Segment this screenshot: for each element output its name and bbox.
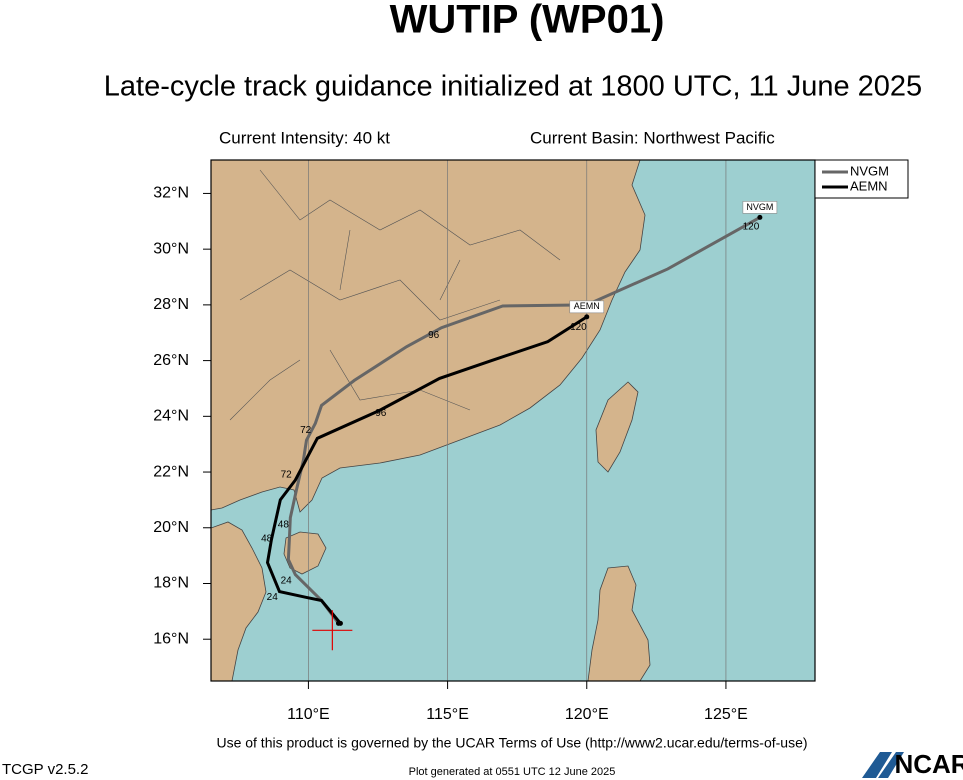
x-tick-label: 120°E: [565, 706, 609, 723]
current-position: [312, 610, 353, 651]
hour-label: 48: [261, 534, 273, 545]
hour-label: 120: [570, 322, 587, 333]
land-hainan: [283, 531, 327, 575]
model-tag: NVGM: [746, 202, 773, 212]
track-end: [584, 314, 590, 320]
track-end: [757, 214, 763, 220]
y-tick-label: 24°N: [153, 408, 189, 425]
legend-label: NVGM: [850, 163, 889, 178]
y-tick-label: 28°N: [153, 296, 189, 313]
track-line: [265, 315, 588, 625]
y-tick-label: 30°N: [153, 240, 189, 257]
hour-label: 24: [281, 575, 293, 586]
model-tag-box: [742, 201, 778, 214]
logo-mark: [862, 752, 904, 778]
version: TCGP v2.5.2: [2, 761, 88, 778]
legend: [814, 159, 909, 199]
y-tick-label: 26°N: [153, 352, 189, 369]
model-tag-box: [569, 300, 605, 314]
borders: [229, 169, 561, 421]
title: WUTIP (WP01): [390, 0, 665, 42]
land-taiwan: [595, 381, 639, 473]
x-tick-label: 110°E: [287, 706, 330, 723]
track-start: [337, 620, 343, 626]
plot-frame: [210, 159, 816, 682]
hour-label: 72: [300, 425, 312, 436]
generated: Plot generated at 0551 UTC 12 June 2025: [409, 766, 616, 778]
legend-label: AEMN: [850, 178, 888, 193]
terms: Use of this product is governed by the U…: [216, 735, 807, 751]
hour-label: 48: [278, 520, 290, 531]
subtitle: Late-cycle track guidance initialized at…: [104, 71, 922, 103]
hour-label: 96: [375, 408, 387, 419]
x-tick-label: 115°E: [426, 706, 469, 723]
hour-label: 72: [281, 469, 293, 480]
plot-layer: 24 48 72 96 120 NVGM 24 48 72 96 120 AEMN: [261, 160, 778, 681]
basin: Current Basin: Northwest Pacific: [530, 128, 775, 147]
hour-label: 96: [428, 330, 440, 341]
y-tick-label: 20°N: [153, 519, 189, 536]
intensity: Current Intensity: 40 kt: [219, 128, 390, 147]
y-tick-label: 16°N: [153, 630, 189, 647]
y-tick-label: 22°N: [153, 463, 189, 480]
y-tick-label: 18°N: [153, 575, 189, 592]
hour-label: 24: [267, 592, 279, 603]
track-line: [286, 216, 761, 625]
hour-label: 120: [743, 222, 760, 233]
y-tick-label: 32°N: [153, 185, 189, 202]
x-tick-label: 125°E: [704, 706, 748, 723]
logo: NCAR: [894, 749, 963, 779]
land-indochina: [211, 521, 267, 681]
model-tag: AEMN: [574, 301, 600, 311]
land-luzon: [587, 565, 651, 681]
